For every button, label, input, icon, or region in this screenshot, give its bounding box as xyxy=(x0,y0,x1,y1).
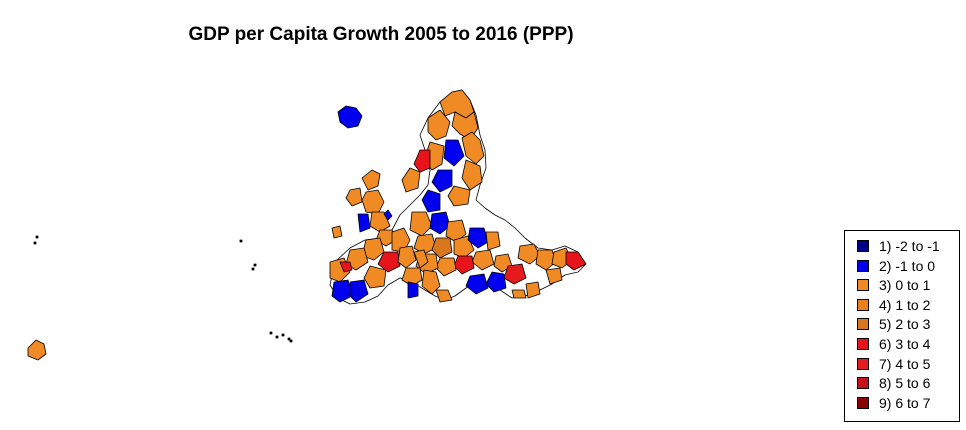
legend-item: 9) 6 to 7 xyxy=(857,394,930,412)
map-region xyxy=(429,211,451,235)
legend-swatch xyxy=(857,357,869,370)
legend-item: 4) 1 to 2 xyxy=(857,296,930,314)
legend-label: 9) 6 to 7 xyxy=(879,394,931,411)
canary-islands xyxy=(27,339,47,361)
map-region xyxy=(545,267,563,285)
legend-label: 6) 3 to 4 xyxy=(879,336,931,352)
legend-label: 3) 0 to 1 xyxy=(879,277,931,294)
legend-item: 8) 5 to 6 xyxy=(857,374,930,392)
map-island xyxy=(239,239,243,243)
map-region xyxy=(377,251,401,273)
map-region xyxy=(427,109,451,141)
legend-item: 3) 0 to 1 xyxy=(857,276,930,294)
legend-swatch xyxy=(857,318,869,331)
map-region xyxy=(485,231,501,251)
map-island xyxy=(275,335,279,339)
map-region xyxy=(431,237,453,259)
map-island xyxy=(269,331,273,335)
map-region xyxy=(383,209,393,221)
map-region xyxy=(465,273,489,295)
legend-swatch xyxy=(857,338,869,350)
legend-label: 2) -1 to 0 xyxy=(879,257,936,274)
map-region xyxy=(397,245,417,269)
legend-label: 4) 1 to 2 xyxy=(879,296,931,313)
map-region xyxy=(407,281,419,299)
legend-swatch xyxy=(857,240,869,252)
map-region xyxy=(345,187,363,207)
map-region xyxy=(517,243,541,265)
legend-swatch xyxy=(857,377,869,390)
map-region xyxy=(349,279,369,303)
map-region xyxy=(447,185,471,207)
map-island xyxy=(281,333,285,337)
map-region xyxy=(511,289,527,299)
map-region xyxy=(535,249,557,271)
map-island xyxy=(253,263,257,267)
map-region xyxy=(461,159,483,191)
legend-item: 6) 3 to 4 xyxy=(857,335,930,353)
map-region xyxy=(337,105,363,129)
map-region xyxy=(461,131,485,165)
map-title: GDP per Capita Growth 2005 to 2016 (PPP) xyxy=(188,24,574,45)
legend-label: 1) -2 to -1 xyxy=(879,238,940,254)
map-region xyxy=(467,227,489,249)
legend-swatch xyxy=(857,396,869,409)
map-region xyxy=(363,265,387,289)
map-island xyxy=(287,337,291,341)
map-region xyxy=(331,279,353,303)
map-region xyxy=(485,271,507,293)
map-region xyxy=(413,249,429,269)
map-region xyxy=(331,225,343,239)
map-region xyxy=(435,289,453,303)
map-region xyxy=(443,139,465,167)
legend-item: 5) 2 to 3 xyxy=(857,315,930,333)
legend-swatch xyxy=(857,279,869,292)
legend-label: 8) 5 to 6 xyxy=(879,375,931,392)
legend-item: 2) -1 to 0 xyxy=(857,257,935,275)
map-region xyxy=(361,169,381,191)
map-region xyxy=(361,189,385,215)
map-region xyxy=(431,169,453,193)
map-region xyxy=(401,167,421,193)
legend-swatch xyxy=(857,259,869,272)
legend-swatch xyxy=(857,298,869,311)
legend-item: 7) 4 to 5 xyxy=(857,355,930,373)
legend-label: 5) 2 to 3 xyxy=(879,316,931,333)
legend-item: 1) -2 to -1 xyxy=(857,237,940,255)
map-region xyxy=(409,211,433,237)
map-region xyxy=(339,261,353,273)
legend: 1) -2 to -1 2) -1 to 0 3) 0 to 1 4) 1 to 2 5… xyxy=(844,230,960,422)
map-regions xyxy=(27,89,587,361)
map-island xyxy=(35,235,39,239)
map-region xyxy=(525,281,541,299)
map-island xyxy=(33,241,37,245)
map-region xyxy=(421,189,441,213)
map-region xyxy=(453,235,475,259)
map-region xyxy=(391,227,411,253)
legend-label: 7) 4 to 5 xyxy=(879,355,931,372)
map-island xyxy=(289,339,293,343)
map-region xyxy=(413,149,431,173)
map-region xyxy=(357,213,371,233)
map-region xyxy=(413,233,437,255)
map-region xyxy=(401,267,423,287)
map-region xyxy=(369,211,391,233)
map-region xyxy=(565,251,587,271)
map-island xyxy=(251,267,255,271)
